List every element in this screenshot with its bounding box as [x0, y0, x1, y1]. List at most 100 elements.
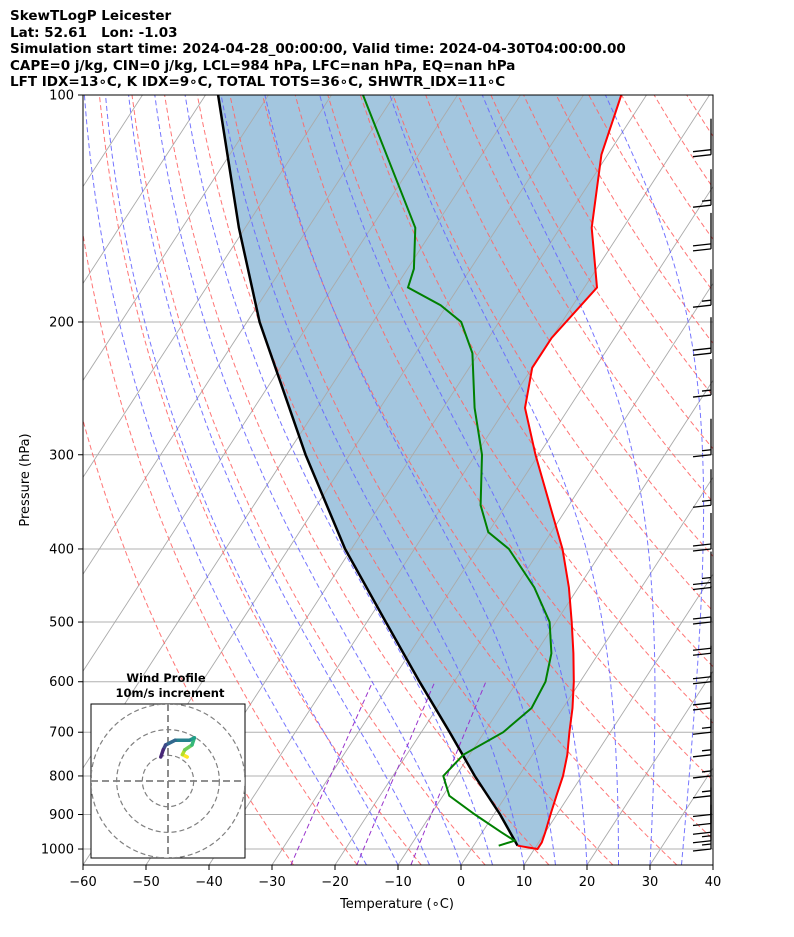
wind-barb: [692, 551, 712, 591]
header-times: Simulation start time: 2024-04-28_00:00:…: [10, 41, 626, 57]
moist-adiabat: [128, 95, 430, 865]
y-tick-label: 100: [49, 89, 74, 104]
wind-barb: [692, 169, 712, 208]
moist-adiabat: [264, 95, 556, 865]
dry-adiabat: [131, 95, 486, 865]
moist-adiabat: [220, 95, 525, 865]
x-tick-label: −50: [132, 875, 159, 890]
isotherm-line: [83, 95, 395, 576]
isotherm-line: [271, 185, 713, 865]
temperature-profile-line: [517, 95, 623, 851]
wind-barb: [692, 696, 712, 735]
isotherm-line: [776, 95, 794, 865]
y-tick-label: 300: [49, 448, 74, 463]
cape-cin-shading: [218, 95, 622, 849]
dry-adiabat: [490, 95, 713, 450]
wind-barb: [692, 617, 712, 656]
y-tick-label: 1000: [41, 843, 74, 858]
moist-adiabat: [712, 861, 713, 865]
wind-barb: [692, 212, 712, 252]
header-cape-cin: CAPE=0 j/kg, CIN=0 j/kg, LCL=984 hPa, LF…: [10, 57, 516, 74]
dry-adiabat: [752, 95, 794, 865]
wind-barb: [692, 739, 712, 779]
axis-ticks: −60 −50 −40 −30 −20 −10 0 10 20 30 40 100 200 300 400 5…: [41, 89, 721, 891]
header-indices: LFT IDX=13∘C, K IDX=9∘C, TOTAL TOTS=36∘C…: [10, 74, 506, 90]
x-tick-label: 20: [579, 875, 596, 890]
y-tick-label: 800: [49, 769, 74, 784]
dewpoint-profile-line: [362, 95, 553, 847]
isotherm-line: [586, 670, 713, 865]
x-tick-label: 0: [457, 875, 465, 890]
moist-adiabat: [154, 95, 462, 865]
moist-adiabat: [389, 95, 619, 865]
y-tick-label: 600: [49, 675, 74, 690]
wind-barbs: [692, 118, 712, 852]
isotherm-line: [649, 767, 713, 865]
plot-area: [0, 95, 794, 865]
wind-barb: [692, 512, 712, 552]
chart-header: SkewTLogP Leicester Lat: 52.61 Lon: -1.03…: [10, 8, 626, 91]
wind-barb: [692, 469, 712, 508]
dry-adiabat: [359, 95, 713, 668]
x-tick-label: −20: [321, 875, 348, 890]
y-tick-label: 900: [49, 808, 74, 823]
wind-barb: [692, 718, 712, 758]
x-tick-label: 10: [516, 875, 533, 890]
mixing-ratio-line: [410, 681, 487, 865]
isotherm-line: [83, 95, 458, 672]
dry-adiabat: [392, 95, 713, 612]
parcel-profile-line: [216, 95, 519, 847]
isotherm-line: [0, 95, 17, 865]
isotherm-line: [83, 95, 332, 479]
wind-barb: [692, 359, 712, 398]
x-tick-label: −30: [258, 875, 285, 890]
x-tick-label: −10: [384, 875, 411, 890]
isotherm-line: [523, 573, 713, 865]
dry-adiabat: [83, 418, 294, 865]
x-axis-label: Temperature (∘C): [339, 897, 454, 912]
isotherm-line: [83, 95, 269, 382]
dry-adiabat: [457, 95, 713, 503]
hodograph-subtitle: 10m/s increment: [116, 686, 225, 700]
header-title: SkewTLogP Leicester: [10, 8, 172, 24]
isotherm-line: [712, 864, 713, 865]
dry-adiabat: [196, 95, 614, 865]
wind-barb: [692, 317, 712, 356]
dry-adiabat: [621, 95, 713, 241]
moist-adiabat: [83, 95, 367, 865]
wind-barb: [692, 269, 712, 308]
isotherm-line: [334, 282, 713, 865]
dry-adiabat: [164, 95, 550, 865]
hodograph-title: Wind Profile: [126, 671, 206, 685]
dry-adiabat: [425, 95, 713, 558]
wind-barb: [692, 759, 712, 799]
mixing-ratio-line: [356, 681, 436, 865]
y-axis-label: Pressure (hPa): [18, 433, 33, 526]
hodograph-segment: [159, 748, 165, 759]
y-tick-label: 500: [49, 616, 74, 631]
isotherm-line: [0, 95, 80, 865]
wind-barb: [692, 586, 712, 625]
dry-adiabat: [686, 95, 713, 138]
dry-adiabat: [229, 95, 678, 865]
moist-adiabat: [184, 95, 493, 865]
dry-adiabat: [262, 95, 713, 840]
isotherm-line: [83, 95, 206, 285]
wind-barb: [692, 418, 712, 458]
x-tick-label: −60: [69, 875, 96, 890]
dry-adiabat: [653, 95, 713, 189]
y-tick-label: 200: [49, 315, 74, 330]
isotherm-line: [397, 379, 713, 865]
x-tick-label: 40: [705, 875, 722, 890]
hodograph-plot: [91, 704, 245, 858]
mixing-ratio-line: [290, 681, 374, 865]
dry-adiabat: [83, 231, 358, 865]
wind-barb: [692, 118, 712, 158]
y-tick-label: 400: [49, 542, 74, 557]
wind-barb: [692, 787, 712, 827]
hodograph-segment: [163, 738, 177, 747]
y-tick-label: 700: [49, 726, 74, 741]
x-tick-label: −40: [195, 875, 222, 890]
